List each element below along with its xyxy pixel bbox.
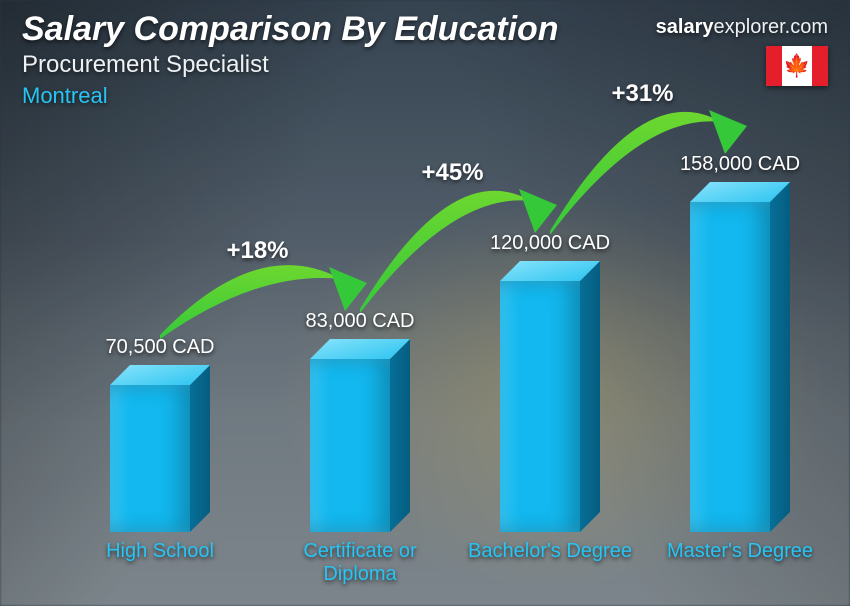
bar-group: 70,500 CADHigh School — [100, 385, 220, 532]
country-flag: 🍁 — [766, 46, 828, 86]
bar-value-label: 70,500 CAD — [70, 336, 250, 359]
page-title: Salary Comparison By Education — [22, 10, 559, 49]
bar-category-label: Bachelor's Degree — [460, 540, 640, 563]
bar-group: 158,000 CADMaster's Degree — [680, 202, 800, 532]
bar — [690, 202, 790, 532]
title-block: Salary Comparison By Education Procureme… — [22, 10, 559, 109]
bar — [500, 281, 600, 532]
arc-percent-label: +45% — [421, 159, 483, 186]
brand-rest: explorer.com — [714, 16, 829, 38]
bar-front — [110, 385, 190, 532]
bar-side — [190, 365, 210, 532]
arc-arrowhead-icon — [519, 189, 557, 233]
bar-category-label: Master's Degree — [650, 540, 830, 563]
bar — [110, 385, 210, 532]
bar-group: 120,000 CADBachelor's Degree — [490, 281, 610, 532]
bar-front — [500, 281, 580, 532]
bar-value-label: 83,000 CAD — [270, 310, 450, 333]
bar-side — [770, 182, 790, 532]
location-label: Montreal — [22, 83, 559, 109]
bar-value-label: 120,000 CAD — [460, 232, 640, 255]
bar-side — [390, 339, 410, 532]
maple-leaf-icon: 🍁 — [783, 55, 810, 77]
bar-front — [310, 359, 390, 532]
bar — [310, 359, 410, 532]
bar-side — [580, 261, 600, 532]
arc-percent-label: +18% — [226, 237, 288, 264]
bar-category-label: Certificate or Diploma — [270, 540, 450, 586]
brand-bold: salary — [656, 16, 714, 38]
job-title: Procurement Specialist — [22, 51, 559, 79]
bar-group: 83,000 CADCertificate or Diploma — [300, 359, 420, 532]
arc-arrowhead-icon — [329, 267, 367, 311]
bar-front — [690, 202, 770, 532]
salary-bar-chart: 70,500 CADHigh School83,000 CADCertifica… — [40, 130, 790, 590]
bar-value-label: 158,000 CAD — [650, 153, 830, 176]
brand-logo: salaryexplorer.com — [656, 16, 828, 39]
bar-category-label: High School — [70, 540, 250, 563]
